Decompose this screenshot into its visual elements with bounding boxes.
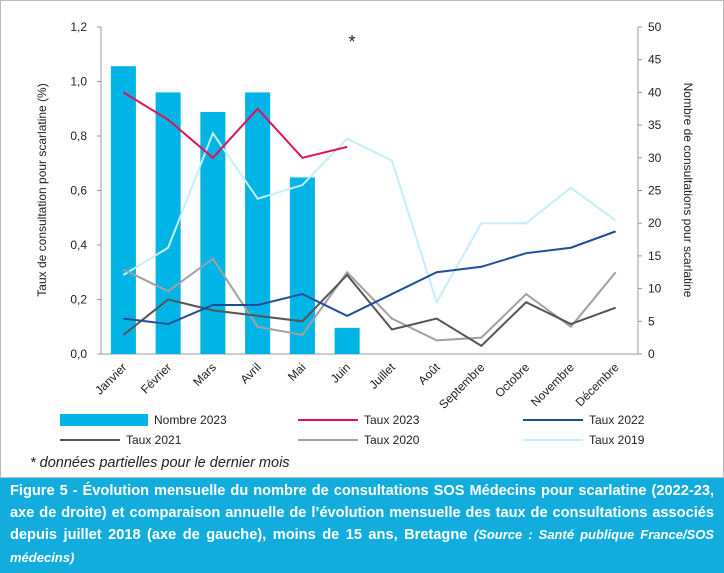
caption: Figure 5 - Évolution mensuelle du nombre… xyxy=(0,478,724,573)
y2-tick-label: 5 xyxy=(648,314,655,328)
line xyxy=(122,257,617,342)
y-tick-label: 0,4 xyxy=(70,238,87,252)
legend-label: Nombre 2023 xyxy=(154,413,227,427)
x-tick-label: Juin xyxy=(328,360,353,385)
line xyxy=(122,273,616,348)
bar xyxy=(110,66,136,355)
line xyxy=(123,230,616,326)
x-tick-label: Septembre xyxy=(436,360,488,412)
legend-label: Taux 2023 xyxy=(364,413,420,427)
frame xyxy=(0,0,724,478)
bar xyxy=(289,177,315,354)
x-tick-label: Août xyxy=(415,360,443,388)
y2-tick-label: 15 xyxy=(648,249,662,263)
y2-tick-label: 35 xyxy=(648,118,662,132)
x-tick-label: Juillet xyxy=(366,360,398,392)
x-tick-label: Octobre xyxy=(492,360,532,400)
y2-tick-label: 30 xyxy=(648,151,662,165)
legend-label: Taux 2021 xyxy=(126,433,182,447)
annotation: * xyxy=(348,32,355,52)
bar xyxy=(155,92,181,355)
bar xyxy=(334,327,360,354)
x-tick-label: Mai xyxy=(285,360,309,384)
y-tick-label: 1,2 xyxy=(70,20,87,34)
y2-tick-label: 10 xyxy=(648,282,662,296)
line xyxy=(122,91,348,160)
x-tick-label: Mars xyxy=(190,360,219,389)
y-tick-label: 0,8 xyxy=(70,129,87,143)
legend-label: Taux 2019 xyxy=(589,433,645,447)
y2-tick-label: 25 xyxy=(648,184,662,198)
x-tick-label: Janvier xyxy=(92,360,129,397)
y-tick-label: 1,0 xyxy=(70,75,87,89)
legend-swatch xyxy=(60,414,148,426)
y-tick-label: 0,0 xyxy=(70,347,87,361)
bar xyxy=(245,92,271,355)
y2-tick-label: 0 xyxy=(648,347,655,361)
y-axis-title: Taux de consultation pour scarlatine (%) xyxy=(35,83,49,296)
legend-label: Taux 2022 xyxy=(589,413,645,427)
y2-tick-label: 45 xyxy=(648,53,662,67)
x-tick-label: Décembre xyxy=(573,360,622,409)
y2-tick-label: 40 xyxy=(648,85,662,99)
x-tick-label: Février xyxy=(138,360,174,396)
y2-tick-label: 50 xyxy=(648,20,662,34)
y2-axis-title: Nombre de consultations pour scarlatine xyxy=(681,83,695,298)
x-tick-label: Novembre xyxy=(528,360,577,409)
line xyxy=(122,131,617,305)
y-tick-label: 0,6 xyxy=(70,184,87,198)
caption-text: Figure 5 - Évolution mensuelle du nombre… xyxy=(10,483,714,543)
note: * données partielles pour le dernier moi… xyxy=(30,455,290,471)
chart: * Taux de consultation pour scarlatine (… xyxy=(0,0,724,478)
y2-tick-label: 20 xyxy=(648,216,662,230)
legend-label: Taux 2020 xyxy=(364,433,420,447)
y-tick-label: 0,2 xyxy=(70,293,87,307)
source: (Source : Santé publique France/SOS méde… xyxy=(10,527,714,565)
x-tick-label: Avril xyxy=(237,360,263,386)
